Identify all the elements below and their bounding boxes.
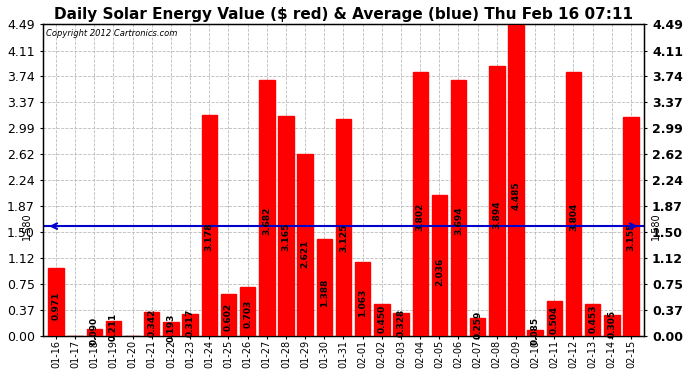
- Text: 3.804: 3.804: [569, 203, 578, 231]
- Text: 3.125: 3.125: [339, 224, 348, 252]
- Bar: [546, 301, 562, 336]
- Bar: [144, 312, 159, 336]
- Text: 0.450: 0.450: [377, 304, 386, 333]
- Text: 1.388: 1.388: [320, 278, 329, 306]
- Bar: [221, 294, 236, 336]
- Text: 0.305: 0.305: [607, 310, 616, 338]
- Text: 2.621: 2.621: [301, 240, 310, 268]
- Bar: [393, 313, 408, 336]
- Text: 0.259: 0.259: [473, 311, 482, 339]
- Bar: [297, 154, 313, 336]
- Text: 3.682: 3.682: [262, 207, 271, 235]
- Bar: [374, 304, 389, 336]
- Bar: [201, 116, 217, 336]
- Bar: [432, 195, 447, 336]
- Bar: [623, 117, 639, 336]
- Text: 2.036: 2.036: [435, 258, 444, 286]
- Text: 1.580: 1.580: [22, 212, 32, 240]
- Bar: [278, 116, 294, 336]
- Bar: [182, 314, 198, 336]
- Text: 4.485: 4.485: [511, 182, 520, 210]
- Text: 3.802: 3.802: [415, 203, 424, 231]
- Bar: [566, 72, 581, 336]
- Bar: [240, 287, 255, 336]
- Bar: [355, 262, 371, 336]
- Bar: [317, 240, 332, 336]
- Bar: [527, 330, 543, 336]
- Text: 0.193: 0.193: [166, 314, 175, 342]
- Text: 3.178: 3.178: [205, 222, 214, 251]
- Bar: [470, 318, 485, 336]
- Text: 1.580: 1.580: [651, 212, 661, 240]
- Bar: [509, 25, 524, 336]
- Text: 3.165: 3.165: [282, 223, 290, 251]
- Text: 1.063: 1.063: [358, 288, 367, 316]
- Text: 3.694: 3.694: [454, 206, 463, 235]
- Bar: [604, 315, 620, 336]
- Text: 0.504: 0.504: [550, 306, 559, 334]
- Text: 0.453: 0.453: [588, 304, 597, 333]
- Text: 0.971: 0.971: [52, 291, 61, 320]
- Bar: [413, 72, 428, 336]
- Bar: [259, 81, 275, 336]
- Text: 0.085: 0.085: [531, 317, 540, 345]
- Bar: [87, 329, 102, 336]
- Bar: [48, 268, 63, 336]
- Text: 0.211: 0.211: [109, 313, 118, 341]
- Text: 3.155: 3.155: [627, 223, 635, 252]
- Text: 0.602: 0.602: [224, 303, 233, 331]
- Text: 0.317: 0.317: [186, 309, 195, 338]
- Text: 0.328: 0.328: [397, 309, 406, 337]
- Bar: [164, 322, 179, 336]
- Text: 0.090: 0.090: [90, 317, 99, 345]
- Bar: [106, 321, 121, 336]
- Bar: [336, 119, 351, 336]
- Title: Daily Solar Energy Value ($ red) & Average (blue) Thu Feb 16 07:11: Daily Solar Energy Value ($ red) & Avera…: [54, 7, 633, 22]
- Text: Copyright 2012 Cartronics.com: Copyright 2012 Cartronics.com: [46, 29, 177, 38]
- Text: 0.703: 0.703: [243, 300, 252, 328]
- Text: 3.894: 3.894: [493, 200, 502, 228]
- Bar: [489, 66, 504, 336]
- Bar: [451, 80, 466, 336]
- Bar: [585, 304, 600, 336]
- Text: 0.342: 0.342: [148, 308, 157, 337]
